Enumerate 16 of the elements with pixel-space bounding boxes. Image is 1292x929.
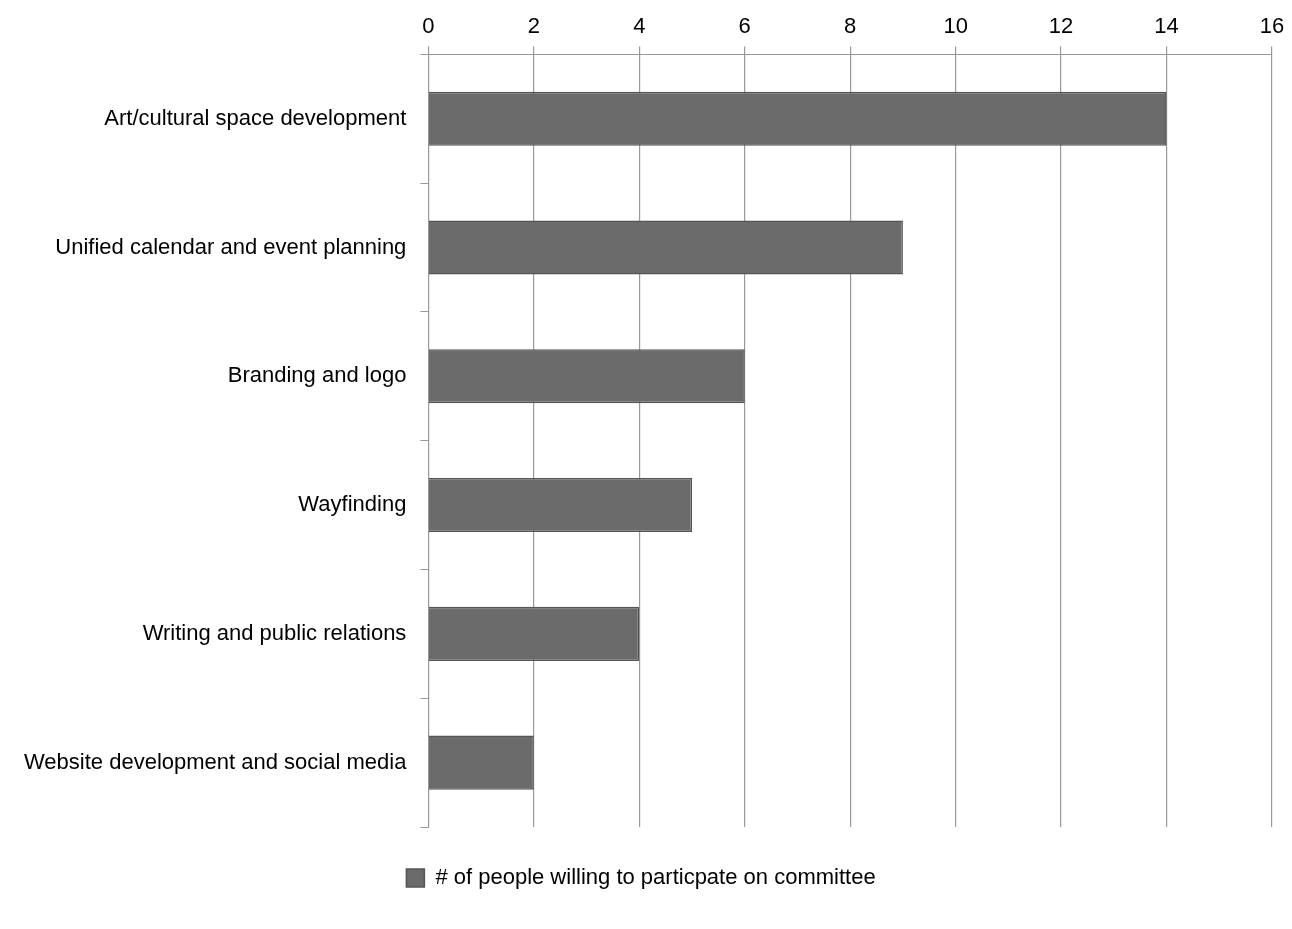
y-tick-label: Branding and logo [227, 362, 407, 388]
y-tick-label: Art/cultural space development [104, 104, 407, 130]
legend-label: # of people willing to particpate on committee [435, 864, 876, 890]
x-tick-label: 4 [633, 13, 646, 39]
x-tick-label: 10 [943, 13, 968, 39]
y-tick-label: Wayfinding [298, 491, 407, 517]
x-tick-label: 2 [527, 13, 540, 39]
y-tick-label: Website development and social media [23, 748, 408, 774]
x-tick-label: 8 [844, 13, 857, 39]
y-tick-label: Writing and public relations [142, 619, 407, 645]
x-tick-label: 16 [1259, 13, 1285, 39]
x-tick-label: 14 [1154, 13, 1179, 39]
y-tick-label: Unified calendar and event planning [55, 233, 407, 259]
x-tick-label: 12 [1048, 13, 1074, 39]
x-tick-label: 6 [738, 13, 751, 39]
x-tick-label: 0 [422, 13, 435, 39]
